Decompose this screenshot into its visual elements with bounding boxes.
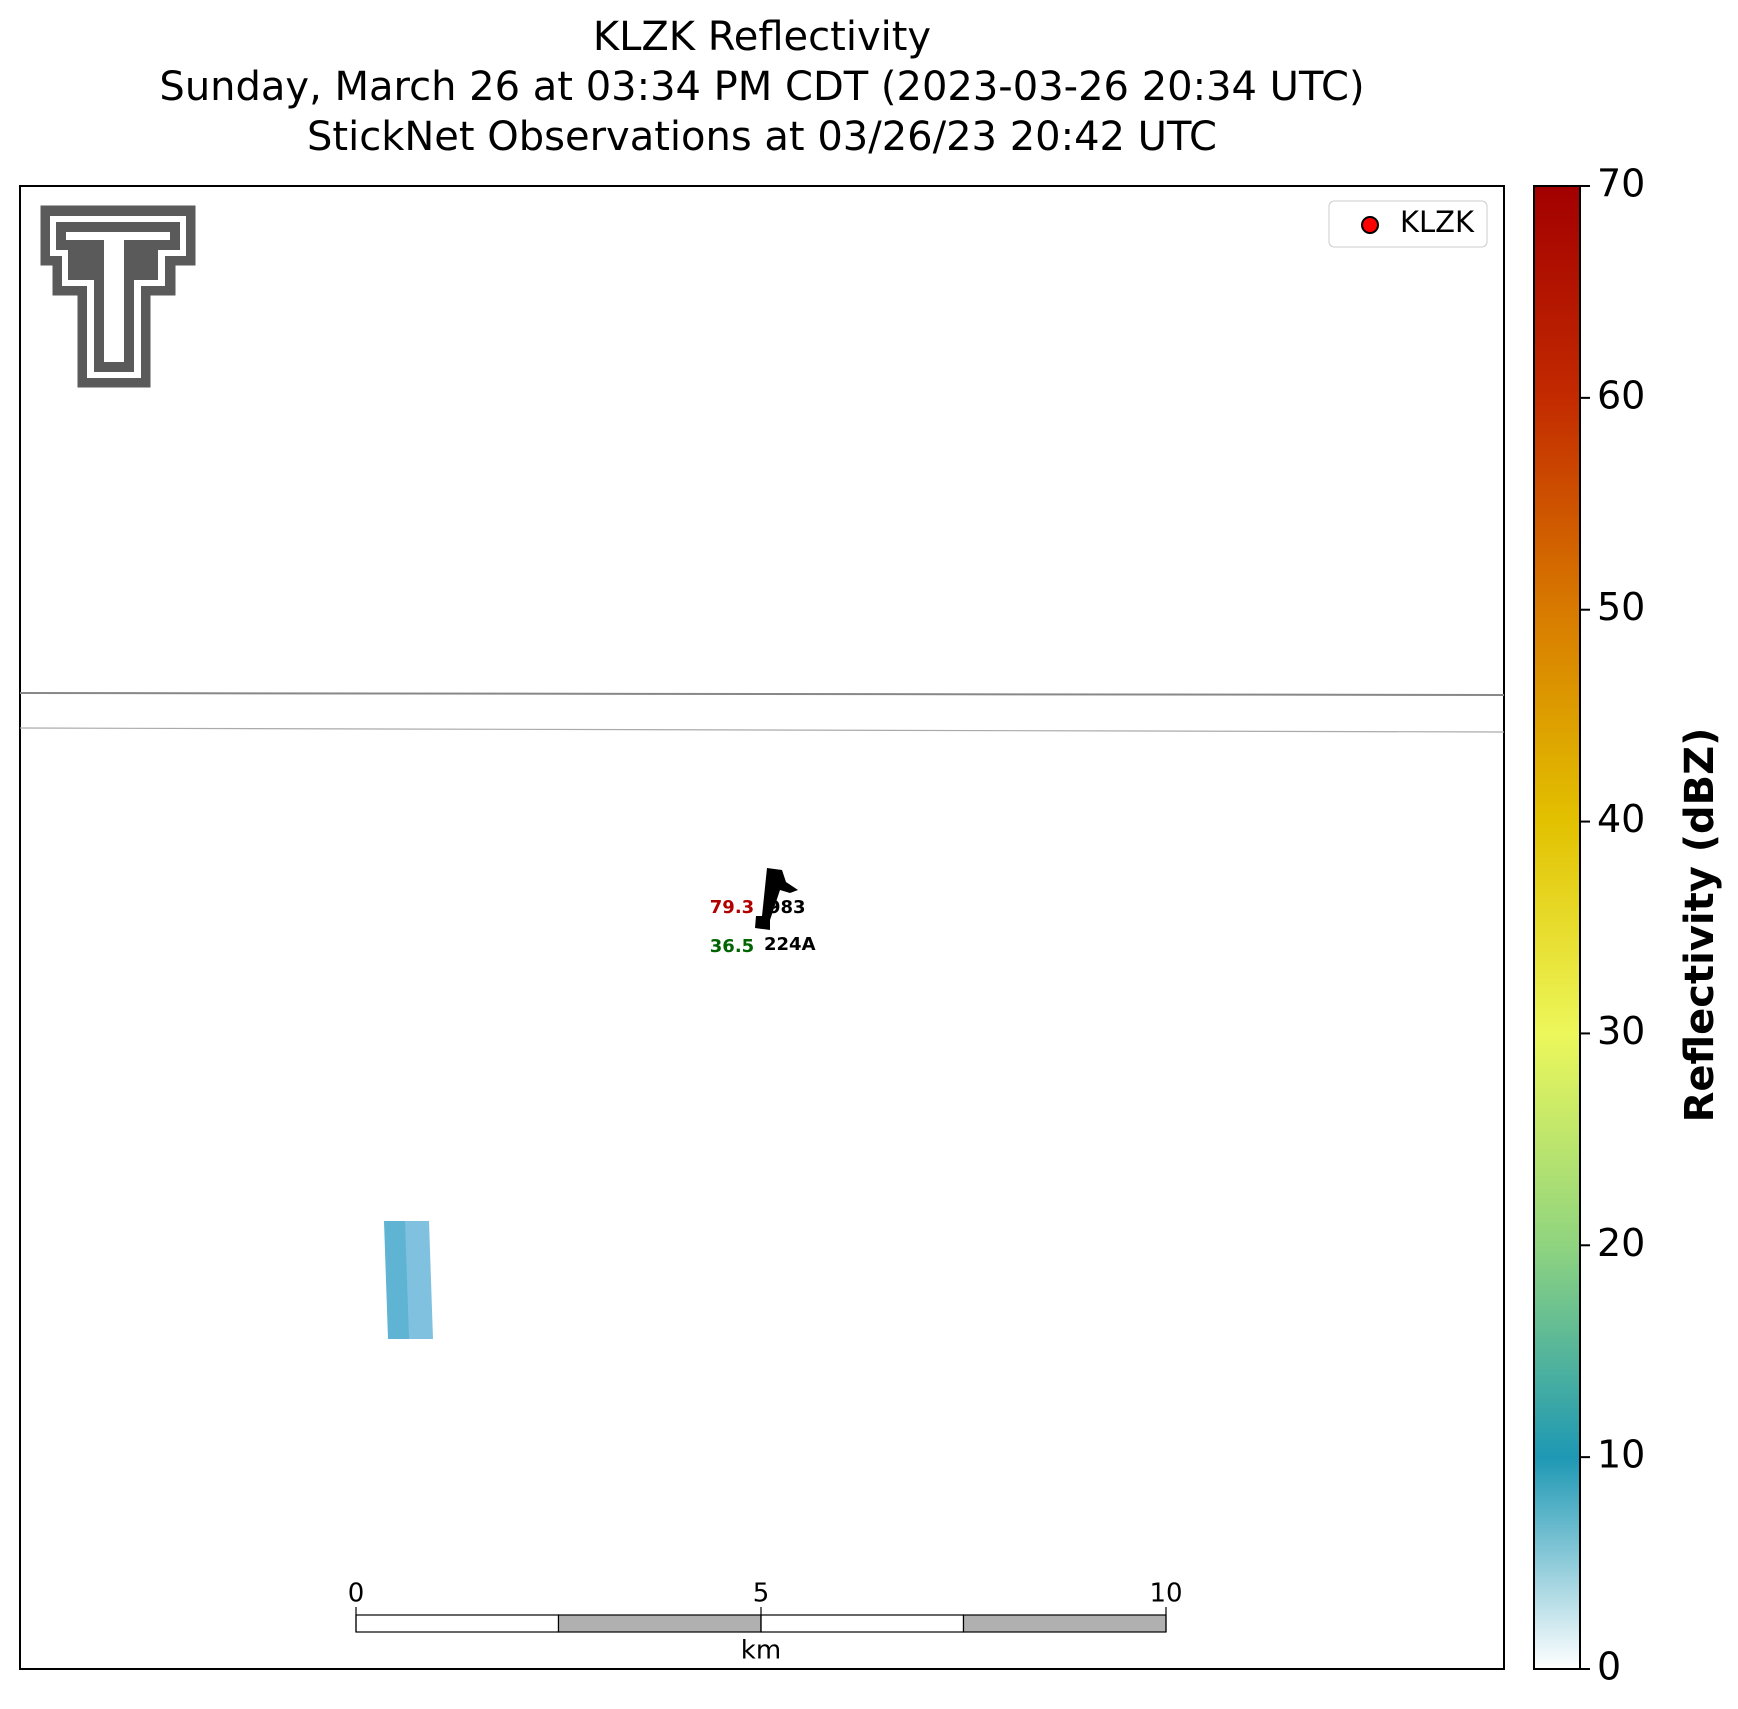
- colorbar-tick-label: 0: [1597, 1645, 1621, 1689]
- legend-label: KLZK: [1400, 205, 1475, 239]
- subtitle: Sunday, March 26 at 03:34 PM CDT (2023-0…: [159, 64, 1364, 110]
- colorbar-tick-label: 70: [1597, 162, 1645, 206]
- scale-segment: [557, 1614, 762, 1633]
- scale-segment: [355, 1614, 560, 1633]
- scale-tick-label: 10: [1149, 1579, 1182, 1609]
- scale-segment: [760, 1614, 965, 1633]
- colorbar-tick-label: 60: [1597, 373, 1645, 417]
- colorbar-label: Reflectivity (dBZ): [1677, 728, 1723, 1123]
- colorbar-tick-label: 10: [1597, 1433, 1645, 1477]
- colorbar: [1533, 185, 1581, 1670]
- echo: [405, 1221, 433, 1339]
- scale-tick-label: 0: [348, 1579, 365, 1609]
- logo: [40, 205, 196, 388]
- boundary-line: [19, 727, 1505, 733]
- colorbar-tick-label: 50: [1597, 585, 1645, 629]
- colorbar-tick-label: 20: [1597, 1221, 1645, 1265]
- subtitle: StickNet Observations at 03/26/23 20:42 …: [307, 114, 1217, 160]
- station-plot: [755, 868, 798, 930]
- scale-unit: km: [741, 1636, 781, 1666]
- station-dewpoint: 36.5: [710, 936, 754, 957]
- echo: [384, 1221, 410, 1339]
- station-temperature: 79.3: [710, 897, 754, 918]
- scale-tick-label: 5: [753, 1579, 770, 1609]
- scale-segment: [962, 1614, 1167, 1633]
- title: KLZK Reflectivity: [593, 14, 931, 60]
- colorbar-tick-label: 40: [1597, 797, 1645, 841]
- station-pressure: 983: [768, 897, 806, 918]
- legend-box: [1328, 200, 1488, 248]
- legend-marker: [1361, 216, 1379, 234]
- boundary-line: [19, 692, 1505, 696]
- station-id: 224A: [764, 934, 816, 955]
- colorbar-tick-label: 30: [1597, 1009, 1645, 1053]
